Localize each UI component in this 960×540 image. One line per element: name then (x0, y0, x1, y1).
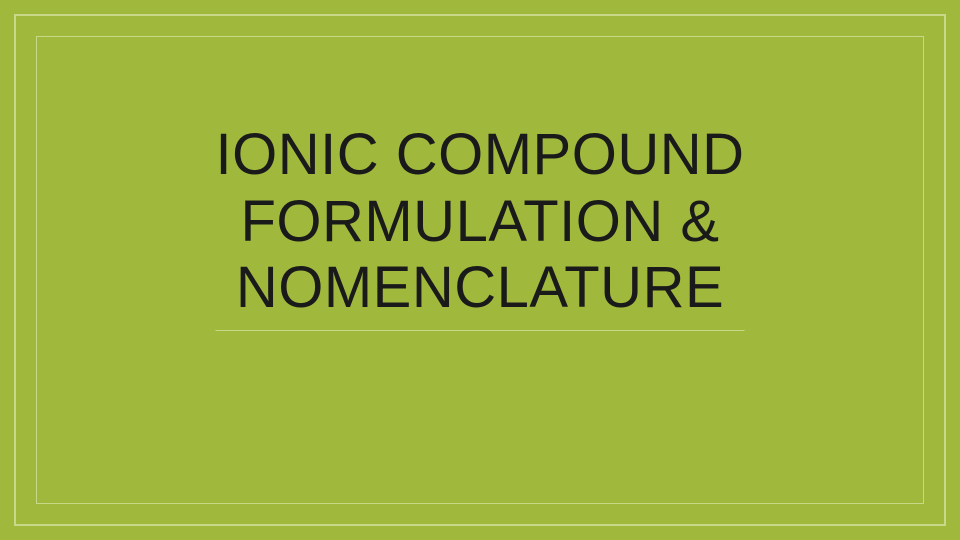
inner-border-frame: IONIC COMPOUND FORMULATION & NOMENCLATUR… (36, 36, 924, 504)
outer-border-frame: IONIC COMPOUND FORMULATION & NOMENCLATUR… (14, 14, 946, 526)
title-line-1: IONIC COMPOUND (216, 122, 745, 189)
title-line-3: NOMENCLATURE (216, 255, 745, 322)
title-block: IONIC COMPOUND FORMULATION & NOMENCLATUR… (216, 122, 745, 331)
title-line-2: FORMULATION & (216, 189, 745, 256)
slide-title: IONIC COMPOUND FORMULATION & NOMENCLATUR… (216, 122, 745, 331)
